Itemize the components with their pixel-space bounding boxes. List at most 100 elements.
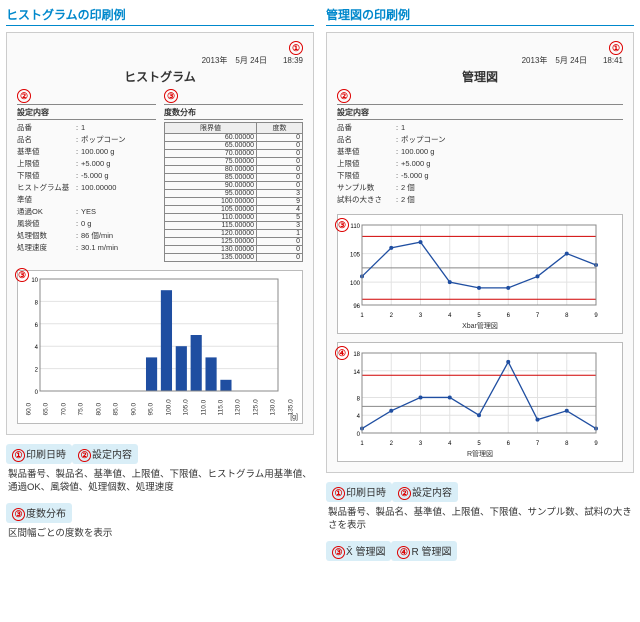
kv-row: 上限値:+5.000 g xyxy=(337,158,623,170)
svg-text:9: 9 xyxy=(594,313,598,319)
table-row: 80.000000 xyxy=(165,166,303,174)
kv-row: 品番:1 xyxy=(17,122,156,134)
svg-text:110: 110 xyxy=(350,224,360,230)
left-date: 2013年 5月 24日 18:39 xyxy=(202,56,303,65)
dist-col-1: 度数 xyxy=(257,123,303,134)
histogram-box: ③ 0246810 60.065.070.075.080.085.090.095… xyxy=(17,270,303,424)
dist-table: 限界値度数 60.00000065.00000070.00000075.0000… xyxy=(164,122,303,262)
r-badge-3: ③ xyxy=(335,218,349,232)
svg-text:2: 2 xyxy=(390,441,394,447)
xbar-box: ③ 96100105110123456789 Xbar管理図 xyxy=(337,214,623,334)
svg-text:105: 105 xyxy=(350,253,361,259)
kv-row: 品名:ポップコーン xyxy=(17,134,156,146)
dist-col-0: 限界値 xyxy=(165,123,257,134)
kv-row: 通過OK:YES xyxy=(17,206,156,218)
kv-row: 試料の大きさ:2 個 xyxy=(337,194,623,206)
right-section-title: 管理図の印刷例 xyxy=(326,6,634,26)
xbar-caption: Xbar管理図 xyxy=(342,321,618,331)
kv-row: 下限値:-5.000 g xyxy=(17,170,156,182)
kv-row: 風袋値:0 g xyxy=(17,218,156,230)
kv-row: 品番:1 xyxy=(337,122,623,134)
svg-text:0: 0 xyxy=(35,390,39,395)
svg-text:3: 3 xyxy=(419,441,423,447)
badge-3b: ③ xyxy=(15,268,29,282)
svg-text:10: 10 xyxy=(31,278,38,284)
left-sheet: ① 2013年 5月 24日 18:39 ヒストグラム ② 設定内容 品番:1品… xyxy=(6,32,314,435)
kv-row: 処理速度:30.1 m/min xyxy=(17,242,156,254)
left-date-row: ① 2013年 5月 24日 18:39 xyxy=(17,41,303,66)
svg-text:6: 6 xyxy=(507,313,511,319)
svg-text:100: 100 xyxy=(350,281,361,287)
left-dist-hdr: 度数分布 xyxy=(164,107,303,120)
table-row: 70.000000 xyxy=(165,150,303,158)
kv-row: 品名:ポップコーン xyxy=(337,134,623,146)
svg-text:5: 5 xyxy=(477,441,481,447)
table-row: 100.000009 xyxy=(165,198,303,206)
svg-text:6: 6 xyxy=(35,323,39,329)
kv-row: 基準値:100.000 g xyxy=(337,146,623,158)
xbar-chart: 96100105110123456789 xyxy=(342,219,602,319)
legend-badge: ③X̄ 管理図 xyxy=(326,541,391,561)
right-settings-hdr: 設定内容 xyxy=(337,107,623,120)
svg-text:5: 5 xyxy=(477,313,481,319)
kv-row: 処理個数:86 個/min xyxy=(17,230,156,242)
legend-badge: ②設定内容 xyxy=(392,482,458,502)
svg-text:7: 7 xyxy=(536,313,540,319)
left-sheet-title: ヒストグラム xyxy=(17,68,303,85)
table-row: 60.000000 xyxy=(165,134,303,142)
svg-text:9: 9 xyxy=(594,441,598,447)
svg-text:1: 1 xyxy=(360,441,364,447)
legend-badge: ④R 管理図 xyxy=(391,541,457,561)
badge-3a: ③ xyxy=(164,89,178,103)
table-row: 105.000004 xyxy=(165,206,303,214)
table-row: 65.000000 xyxy=(165,142,303,150)
r-chart: 0481418123456789 xyxy=(342,347,602,447)
badge-2: ② xyxy=(17,89,31,103)
svg-text:18: 18 xyxy=(353,352,360,358)
svg-text:6: 6 xyxy=(507,441,511,447)
svg-text:3: 3 xyxy=(419,313,423,319)
right-settings: 品番:1品名:ポップコーン基準値:100.000 g上限値:+5.000 g下限… xyxy=(337,122,623,206)
left-settings-hdr: 設定内容 xyxy=(17,107,156,120)
table-row: 95.000003 xyxy=(165,190,303,198)
svg-text:8: 8 xyxy=(35,300,39,306)
svg-text:14: 14 xyxy=(353,370,360,376)
left-dist: ③ 度数分布 限界値度数 60.00000065.00000070.000000… xyxy=(164,89,303,262)
legend-desc: 製品番号、製品名、基準値、上限値、下限値、サンプル数、試料の大きさを表示 xyxy=(328,506,634,533)
left-section-title: ヒストグラムの印刷例 xyxy=(6,6,314,26)
table-row: 125.000000 xyxy=(165,238,303,246)
right-date-row: ① 2013年 5月 24日 18:41 xyxy=(337,41,623,66)
svg-text:96: 96 xyxy=(353,304,360,310)
table-row: 135.000000 xyxy=(165,254,303,262)
svg-text:8: 8 xyxy=(565,313,569,319)
right-date: 2013年 5月 24日 18:41 xyxy=(522,56,623,65)
r-badge-2: ② xyxy=(337,89,351,103)
table-row: 85.000000 xyxy=(165,174,303,182)
kv-row: 下限値:-5.000 g xyxy=(337,170,623,182)
svg-text:8: 8 xyxy=(565,441,569,447)
left-settings: ② 設定内容 品番:1品名:ポップコーン基準値:100.000 g上限値:+5.… xyxy=(17,89,156,262)
legend-desc: 区間幅ごとの度数を表示 xyxy=(8,527,314,540)
legend-badge: ①印刷日時 xyxy=(326,482,392,502)
kv-row: サンプル数:2 個 xyxy=(337,182,623,194)
left-column: ヒストグラムの印刷例 ① 2013年 5月 24日 18:39 ヒストグラム ②… xyxy=(6,6,314,563)
r-badge-1: ① xyxy=(609,41,623,55)
right-column: 管理図の印刷例 ① 2013年 5月 24日 18:41 管理図 ② 設定内容 … xyxy=(326,6,634,563)
table-row: 130.000000 xyxy=(165,246,303,254)
svg-text:7: 7 xyxy=(536,441,540,447)
svg-text:4: 4 xyxy=(448,441,452,447)
legend-badge: ③度数分布 xyxy=(6,503,72,523)
table-row: 110.000005 xyxy=(165,214,303,222)
kv-row: ヒストグラム基準値:100.00000 xyxy=(17,182,156,206)
kv-row: 上限値:+5.000 g xyxy=(17,158,156,170)
table-row: 115.000003 xyxy=(165,222,303,230)
left-legend: ①印刷日時②設定内容製品番号、製品名、基準値、上限値、下限値、ヒストグラム用基準… xyxy=(6,435,314,541)
table-row: 120.000001 xyxy=(165,230,303,238)
svg-text:4: 4 xyxy=(35,345,39,351)
svg-text:0: 0 xyxy=(357,432,361,438)
r-box: ④ 0481418123456789 R管理図 xyxy=(337,342,623,462)
page: ヒストグラムの印刷例 ① 2013年 5月 24日 18:39 ヒストグラム ②… xyxy=(0,0,640,569)
histogram-chart: 0246810 xyxy=(22,275,282,395)
table-row: 90.000000 xyxy=(165,182,303,190)
svg-text:1: 1 xyxy=(360,313,364,319)
